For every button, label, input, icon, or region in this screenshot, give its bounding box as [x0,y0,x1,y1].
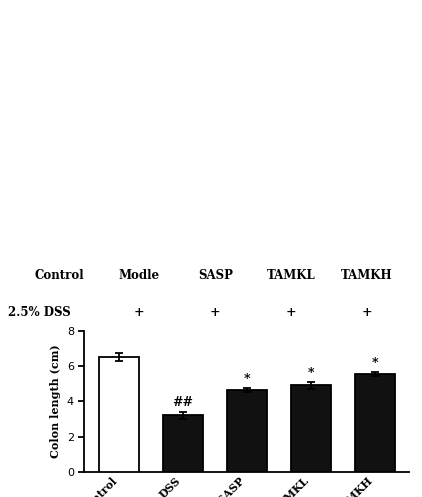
Ellipse shape [167,16,196,63]
Ellipse shape [249,26,257,38]
Ellipse shape [149,10,172,42]
Text: TAMKL: TAMKL [267,269,316,282]
Ellipse shape [149,36,154,43]
Text: +: + [362,306,373,319]
Text: *: * [308,367,314,380]
Text: *: * [371,357,378,370]
Ellipse shape [200,76,205,83]
Bar [99,357,139,472]
Text: +: + [210,306,221,319]
Bar [227,390,267,472]
Ellipse shape [198,50,224,82]
Ellipse shape [179,20,217,85]
Bar [355,374,395,472]
Ellipse shape [166,12,171,20]
Bar [163,415,203,472]
Text: ##: ## [173,397,193,410]
Text: TAMKH: TAMKH [341,269,393,282]
Text: +: + [286,306,297,319]
Bar [291,385,330,472]
Ellipse shape [144,16,151,26]
Text: Control: Control [34,269,84,282]
Text: +: + [134,306,145,319]
Text: Modle: Modle [119,269,160,282]
Text: SASP: SASP [198,269,233,282]
Ellipse shape [228,16,253,58]
Text: -: - [57,306,62,319]
Ellipse shape [259,17,265,25]
Y-axis label: Colon length (cm): Colon length (cm) [50,344,61,458]
Ellipse shape [175,45,196,71]
Text: *: * [243,373,250,386]
Text: 2.5% DSS: 2.5% DSS [8,306,71,319]
Ellipse shape [203,18,236,77]
Ellipse shape [229,22,235,31]
